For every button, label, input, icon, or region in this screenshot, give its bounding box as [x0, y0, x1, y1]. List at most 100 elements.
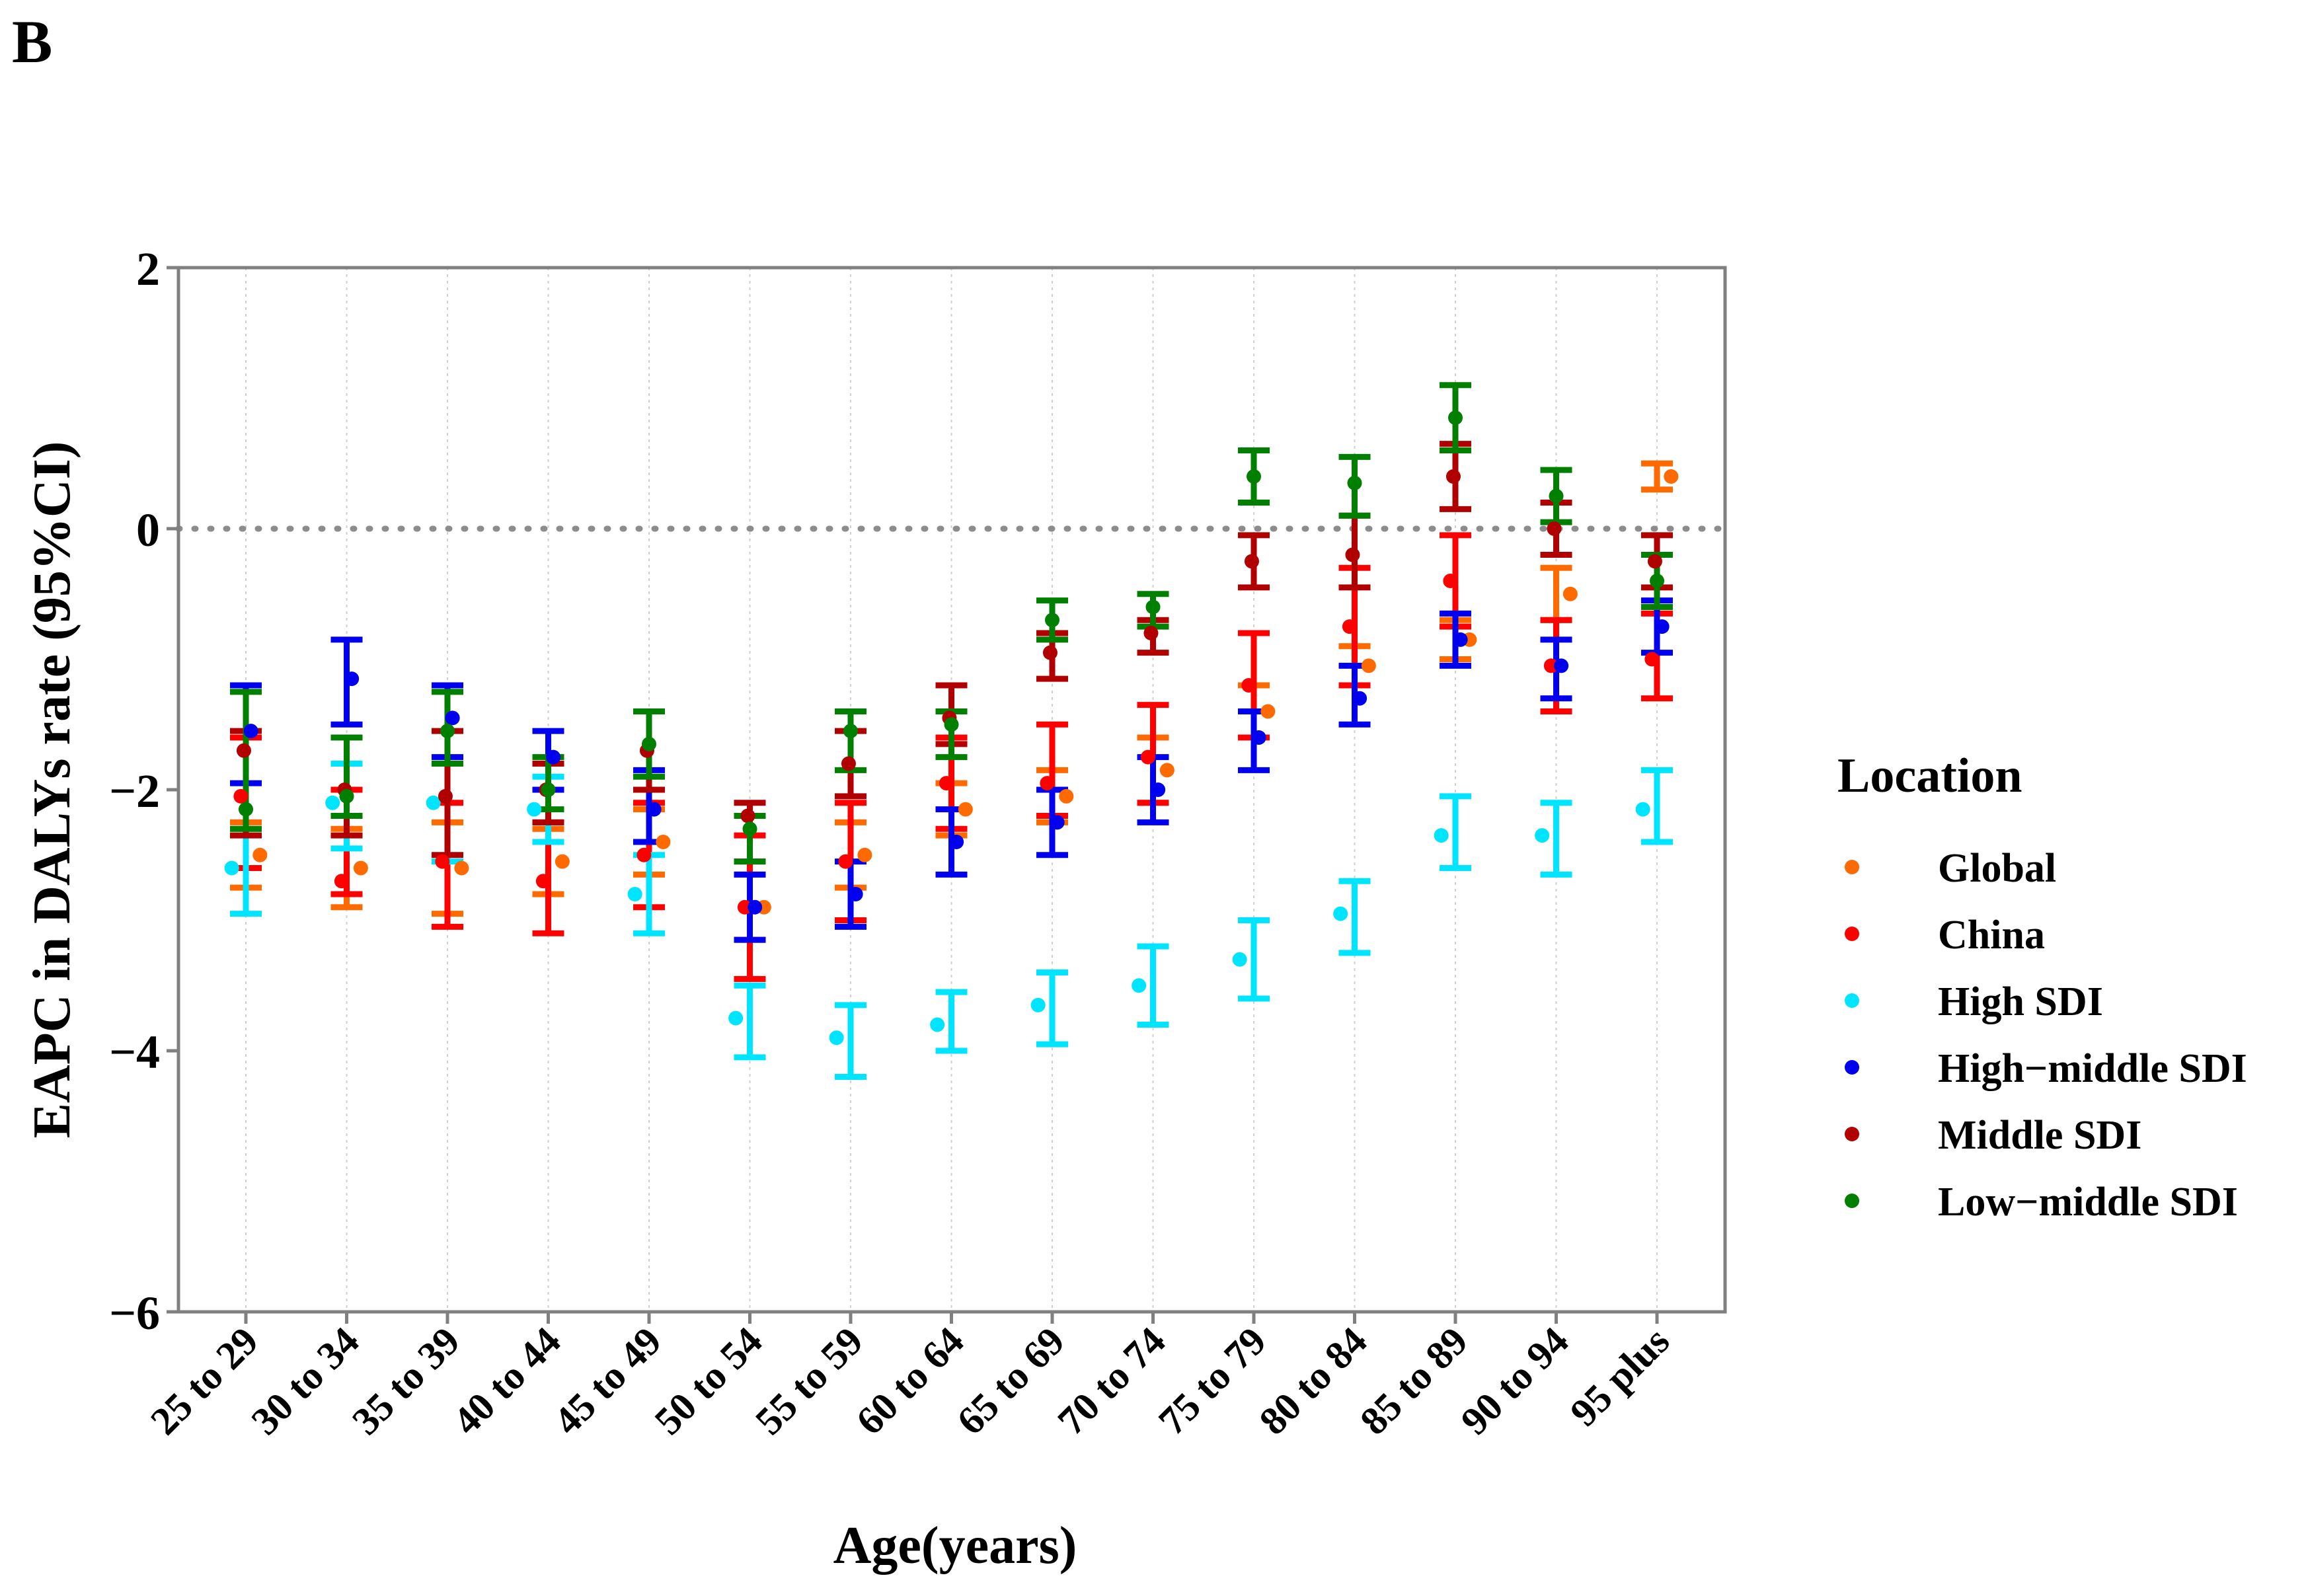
data-point	[1132, 978, 1147, 993]
data-point	[742, 821, 757, 837]
data-point	[1059, 788, 1074, 804]
data-point	[1345, 547, 1360, 562]
legend-label: High SDI	[1938, 979, 2103, 1024]
panel-label: B	[12, 8, 53, 75]
data-point	[646, 802, 662, 817]
data-point	[1443, 574, 1458, 588]
data-point	[1664, 469, 1679, 484]
data-point	[541, 782, 556, 797]
legend-label: Low−middle SDI	[1938, 1180, 2238, 1225]
data-point	[1140, 749, 1155, 765]
data-point	[325, 795, 340, 810]
data-point	[1647, 554, 1662, 569]
x-tick-label: 50 to 54	[646, 1319, 771, 1443]
data-point	[339, 788, 354, 804]
data-point	[1151, 782, 1166, 797]
data-point	[944, 717, 959, 732]
error-bar	[1238, 917, 1270, 1002]
data-point	[1453, 632, 1468, 647]
legend-label: Middle SDI	[1938, 1113, 2141, 1158]
data-point	[1554, 658, 1569, 673]
error-bar	[1338, 878, 1371, 956]
data-point	[728, 1010, 744, 1026]
x-tick-label: 90 to 94	[1453, 1319, 1577, 1443]
data-point	[1361, 658, 1376, 673]
x-tick-label: 25 to 29	[142, 1319, 266, 1443]
y-tick-label: 2	[136, 243, 160, 295]
data-point	[636, 847, 652, 862]
data-point	[1347, 475, 1362, 490]
data-point	[1251, 730, 1266, 745]
data-point	[1143, 626, 1159, 640]
data-point	[642, 736, 656, 751]
data-point	[1543, 658, 1559, 673]
data-point	[829, 1030, 844, 1045]
error-bars	[230, 382, 1673, 1080]
data-point	[527, 802, 542, 817]
legend-label: High−middle SDI	[1938, 1046, 2247, 1091]
x-tick-label: 55 to 59	[747, 1319, 871, 1443]
x-tick-label: 30 to 34	[243, 1319, 367, 1443]
x-tick-label: 35 to 39	[344, 1319, 468, 1443]
data-point	[252, 847, 268, 862]
data-point	[1260, 704, 1276, 719]
data-point	[1445, 469, 1461, 484]
error-bar	[1036, 969, 1068, 1047]
data-point	[1244, 554, 1259, 569]
data-point	[1352, 691, 1367, 706]
data-point	[737, 899, 752, 915]
legend-swatch	[1845, 860, 1859, 874]
data-point	[841, 756, 856, 771]
y-tick-label: −6	[109, 1287, 160, 1340]
legend-swatch	[1845, 1194, 1859, 1208]
x-tick-label: 75 to 79	[1150, 1319, 1274, 1443]
data-point	[857, 847, 872, 862]
error-bar	[1137, 943, 1169, 1028]
x-tick-label: 65 to 69	[948, 1319, 1073, 1443]
legend-label: China	[1938, 913, 2045, 958]
data-point	[454, 860, 469, 876]
data-point	[1241, 678, 1256, 693]
data-point	[239, 802, 253, 817]
data-point	[440, 724, 455, 739]
data-point	[627, 887, 642, 901]
data-point	[1644, 652, 1660, 667]
data-point	[535, 874, 551, 889]
data-point	[748, 899, 763, 915]
legend-swatch	[1845, 927, 1859, 941]
y-tick-label: 0	[136, 504, 160, 556]
x-tick-label: 45 to 49	[545, 1319, 670, 1443]
data-point	[546, 749, 561, 765]
data-point	[236, 743, 251, 758]
legend-label: Global	[1938, 846, 2056, 891]
y-axis: 2 0 −2 −4 −6	[109, 243, 178, 1340]
x-tick-label: 70 to 74	[1050, 1319, 1174, 1443]
data-point	[1650, 574, 1664, 588]
error-bar	[1641, 767, 1673, 845]
legend-swatch	[1845, 1060, 1859, 1075]
y-axis-title: EAPC in DALYs rate (95%CI)	[23, 441, 81, 1139]
x-axis-title: Age(years)	[833, 1517, 1077, 1575]
data-point	[1448, 410, 1463, 426]
data-point	[233, 788, 249, 804]
error-bar	[835, 1002, 866, 1080]
data-point	[1635, 802, 1650, 817]
data-point	[224, 860, 239, 876]
error-bar	[734, 982, 766, 1061]
data-point	[435, 854, 450, 869]
data-point	[958, 802, 973, 817]
data-point	[1042, 645, 1058, 660]
data-point	[1030, 997, 1046, 1012]
data-point	[1040, 776, 1055, 791]
y-tick-label: −4	[109, 1026, 160, 1079]
data-point	[1562, 586, 1578, 601]
legend-swatch	[1845, 993, 1859, 1008]
data-point	[740, 808, 755, 823]
y-tick-label: −2	[109, 765, 160, 817]
data-point	[334, 874, 349, 889]
x-tick-label: 80 to 84	[1251, 1319, 1375, 1443]
data-points	[224, 410, 1679, 1045]
data-point	[656, 835, 671, 849]
